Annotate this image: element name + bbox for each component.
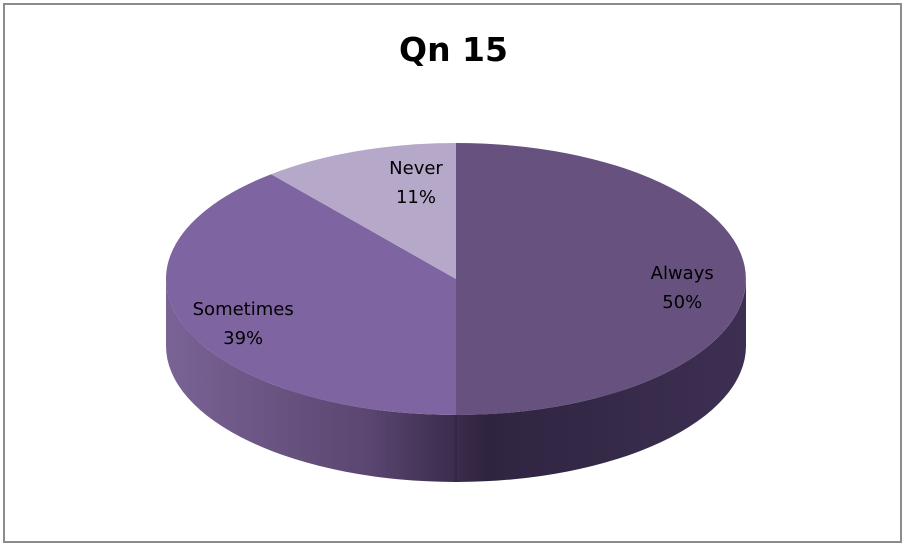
pie-labels: Always 50% Sometimes 39% Never 11%: [193, 158, 714, 349]
slice-label-never: Never: [389, 158, 443, 179]
pie-slice-never: [271, 143, 456, 279]
pie-slice-sometimes: [166, 174, 456, 415]
slice-label-always: Always: [651, 263, 714, 284]
pie-slice-always: [456, 143, 746, 415]
pie-side-wall: [166, 279, 746, 482]
slice-value-sometimes: 39%: [223, 328, 263, 349]
chart-title: Qn 15: [399, 30, 508, 69]
pie-side-surface: [166, 279, 746, 482]
slice-value-never: 11%: [396, 187, 436, 208]
slice-label-sometimes: Sometimes: [193, 299, 294, 320]
slice-value-always: 50%: [662, 292, 702, 313]
pie-top: [166, 143, 746, 415]
